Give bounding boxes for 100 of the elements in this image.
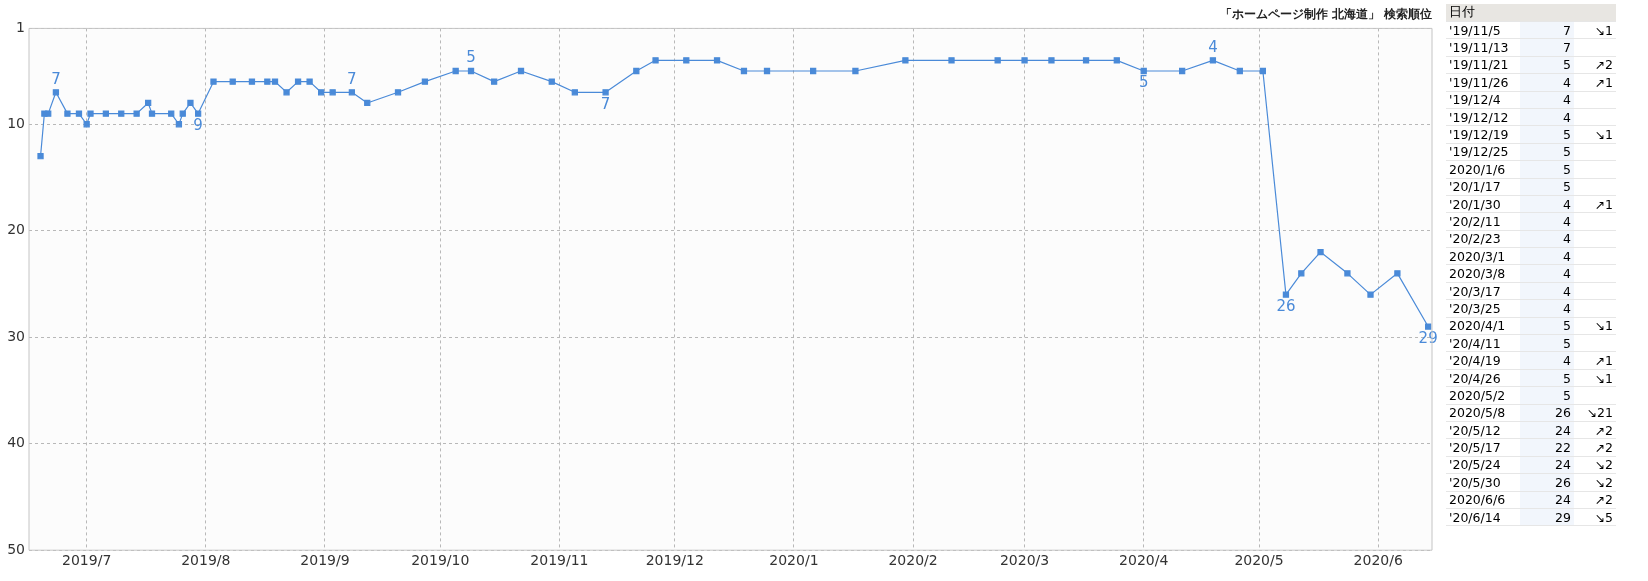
- category-label: '20/4/19: [1446, 351, 1520, 370]
- data-label: 4: [1520, 351, 1574, 370]
- text: 日付: [1446, 4, 1520, 22]
- category-label: '20/2/11: [1446, 212, 1520, 231]
- data-label: 4: [1520, 73, 1574, 92]
- text: ↗1: [1594, 196, 1613, 212]
- data-label: 5: [1138, 73, 1149, 92]
- category-label: 2020/5/8: [1446, 404, 1520, 422]
- category-label: '19/11/5: [1446, 21, 1520, 39]
- category-label: '20/1/30: [1446, 195, 1520, 213]
- data-label: 5: [1520, 178, 1574, 196]
- text: ↗2: [1594, 492, 1613, 508]
- data-label: 5: [1520, 386, 1574, 405]
- data-label: 5: [1520, 160, 1574, 179]
- text: ↘2: [1594, 457, 1613, 473]
- data-label: 4: [1520, 212, 1574, 231]
- category-label: '19/11/21: [1446, 56, 1520, 74]
- category-label: '20/5/30: [1446, 473, 1520, 492]
- category-label: '19/12/12: [1446, 108, 1520, 126]
- text: ↘21: [1586, 405, 1613, 421]
- category-label: '20/2/23: [1446, 230, 1520, 248]
- text: ↘5: [1594, 509, 1613, 525]
- data-label: 4: [1520, 282, 1574, 300]
- category-label: 2020/5/2: [1446, 386, 1520, 405]
- data-label: 4: [1520, 108, 1574, 126]
- category-label: 2020/1/6: [1446, 160, 1520, 179]
- category-label: '19/11/13: [1446, 38, 1520, 57]
- x-tick-label: 2020/6: [1353, 552, 1403, 569]
- category-label: 2020/6/6: [1446, 491, 1520, 509]
- data-label: 4: [1520, 299, 1574, 318]
- data-label: 5: [1520, 56, 1574, 74]
- data-label: 29: [1418, 328, 1438, 347]
- x-tick-label: 2019/8: [181, 552, 231, 569]
- text: ↘1: [1594, 370, 1613, 386]
- data-label: 7: [1520, 21, 1574, 39]
- data-label: 26: [1520, 404, 1574, 422]
- data-label: 5: [466, 48, 476, 67]
- data-label: 5: [1520, 125, 1574, 144]
- category-label: '20/3/17: [1446, 282, 1520, 300]
- x-tick-label: 2020/4: [1119, 552, 1169, 569]
- y-tick-label: 1: [16, 19, 25, 36]
- y-tick-label: 30: [7, 327, 25, 344]
- category-label: '20/6/14: [1446, 508, 1520, 526]
- category-label: '19/11/26: [1446, 73, 1520, 92]
- data-label: 5: [1520, 334, 1574, 352]
- chart-title: 「ホームページ制作 北海道」 検索順位: [1219, 7, 1432, 22]
- data-label: 9: [193, 115, 203, 134]
- data-label: 24: [1520, 456, 1574, 474]
- category-label: '19/12/4: [1446, 91, 1520, 109]
- category-label: '20/3/25: [1446, 299, 1520, 318]
- x-tick-label: 2019/11: [530, 552, 589, 569]
- text: ↗2: [1594, 440, 1613, 456]
- text: ↘2: [1594, 474, 1613, 490]
- x-tick-label: 2020/2: [888, 552, 938, 569]
- category-label: '20/5/24: [1446, 456, 1520, 474]
- category-label: '20/5/12: [1446, 421, 1520, 439]
- category-label: 2020/3/1: [1446, 247, 1520, 265]
- text: ↘1: [1594, 318, 1613, 334]
- x-tick-label: 2019/7: [62, 552, 112, 569]
- data-label: 29: [1520, 508, 1574, 526]
- category-label: 2020/4/1: [1446, 317, 1520, 335]
- data-label: 4: [1208, 37, 1218, 56]
- text: ↗1: [1594, 353, 1613, 369]
- y-tick-label: 40: [7, 434, 25, 451]
- category-label: '20/4/26: [1446, 369, 1520, 387]
- category-label: '20/5/17: [1446, 438, 1520, 457]
- data-label: 4: [1520, 230, 1574, 248]
- x-tick-label: 2019/10: [411, 552, 470, 569]
- text: ↗1: [1594, 74, 1613, 90]
- text: ↘1: [1594, 22, 1613, 38]
- category-label: 2020/3/8: [1446, 264, 1520, 283]
- text: ↗2: [1594, 57, 1613, 73]
- y-tick-label: 10: [7, 114, 25, 131]
- category-label: '19/12/19: [1446, 125, 1520, 144]
- x-tick-label: 2020/5: [1234, 552, 1284, 569]
- data-label: 24: [1520, 491, 1574, 509]
- data-label: 5: [1520, 317, 1574, 335]
- data-label: 4: [1520, 91, 1574, 109]
- x-tick-label: 2020/3: [999, 552, 1050, 569]
- data-label: 26: [1276, 297, 1296, 316]
- x-tick-label: 2020/1: [769, 552, 819, 569]
- y-tick-label: 20: [7, 221, 25, 238]
- category-label: '20/1/17: [1446, 178, 1520, 196]
- data-label: 26: [1520, 473, 1574, 492]
- data-label: 22: [1520, 438, 1574, 457]
- data-label: 7: [600, 94, 611, 113]
- category-label: '20/4/11: [1446, 334, 1520, 352]
- y-tick-label: 50: [7, 540, 25, 557]
- text: ↗2: [1594, 422, 1613, 438]
- data-label: 24: [1520, 421, 1574, 439]
- x-tick-label: 2019/9: [300, 552, 350, 569]
- data-label: 5: [1520, 143, 1574, 161]
- x-tick-label: 2019/12: [645, 552, 704, 569]
- data-label: 7: [51, 69, 61, 88]
- data-label: 7: [1520, 38, 1574, 57]
- data-label: 4: [1520, 264, 1574, 283]
- data-label: 7: [347, 69, 357, 88]
- data-label: 4: [1520, 247, 1574, 265]
- category-label: '19/12/25: [1446, 143, 1520, 161]
- data-label: 4: [1520, 195, 1574, 213]
